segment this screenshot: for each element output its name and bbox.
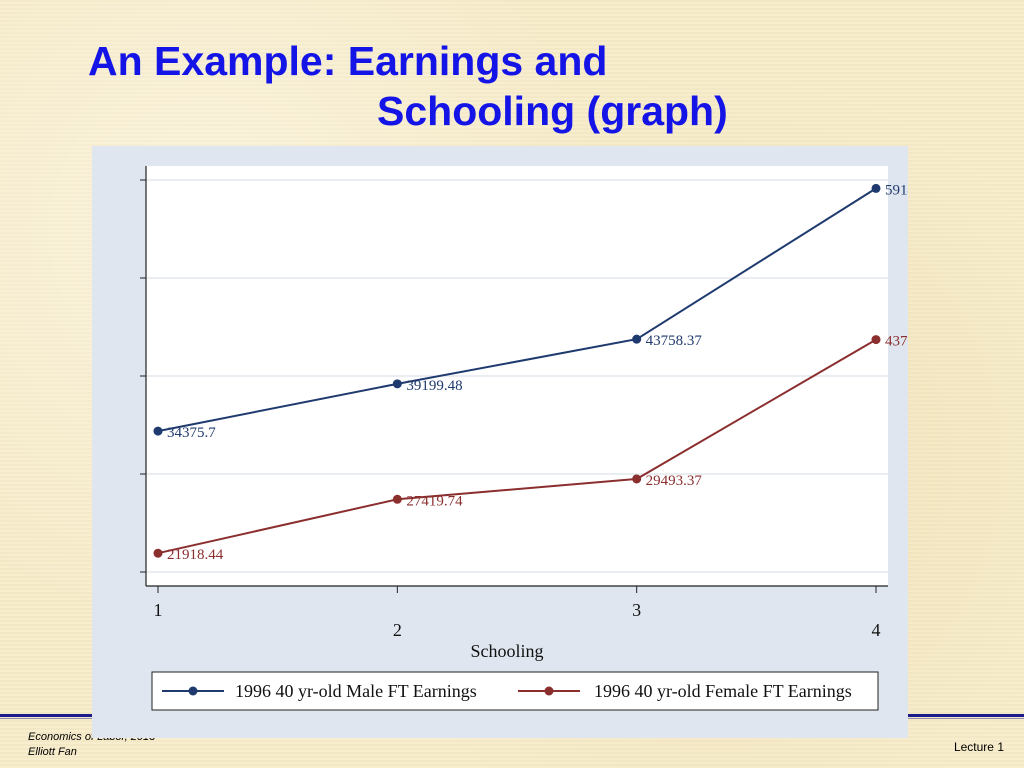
data-point <box>392 494 402 504</box>
slide-title-line1: An Example: Earnings and <box>88 38 608 84</box>
data-label: 59143.97 <box>885 182 908 198</box>
earnings-chart: 1 2 3 4 Schooling 34375.7 39199.48 43758.37 5914… <box>140 166 908 711</box>
x-tick-label: 3 <box>632 600 641 620</box>
series-line-male <box>157 187 877 433</box>
legend-entry: 1996 40 yr-old Female FT Earnings <box>594 681 852 701</box>
data-label: 39199.48 <box>406 378 462 394</box>
data-point <box>153 426 163 436</box>
lecture-label: Lecture 1 <box>953 740 1004 754</box>
x-tick-label: 1 <box>154 600 163 620</box>
data-label: 34375.7 <box>167 425 216 441</box>
chart-frame: 1 2 3 4 Schooling 34375.7 39199.48 43758.37 5914… <box>92 146 908 738</box>
data-point <box>871 335 881 345</box>
legend-entry: 1996 40 yr-old Male FT Earnings <box>235 681 477 701</box>
x-tick-label: 2 <box>393 620 402 640</box>
data-point <box>392 379 402 389</box>
slide-title: An Example: Earnings and Schooling (grap… <box>88 36 728 136</box>
x-axis-title: Schooling <box>470 641 543 661</box>
data-point <box>632 334 642 344</box>
data-label: 43758.37 <box>646 333 703 349</box>
footer-author: Elliott Fan <box>28 746 77 758</box>
legend-box <box>151 671 879 711</box>
data-point <box>153 548 163 558</box>
data-point <box>871 183 881 193</box>
x-tick-label: 4 <box>872 620 881 640</box>
data-label: 43713.85 <box>885 334 908 350</box>
data-point <box>632 474 642 484</box>
data-label: 27419.74 <box>406 493 463 509</box>
legend-swatch-marker <box>188 686 198 696</box>
data-label: 29493.37 <box>646 473 703 489</box>
data-label: 21918.44 <box>167 547 224 563</box>
series-line-female <box>157 338 877 555</box>
slide-title-line2: Schooling (graph) <box>377 88 728 134</box>
legend-swatch-marker <box>544 686 554 696</box>
